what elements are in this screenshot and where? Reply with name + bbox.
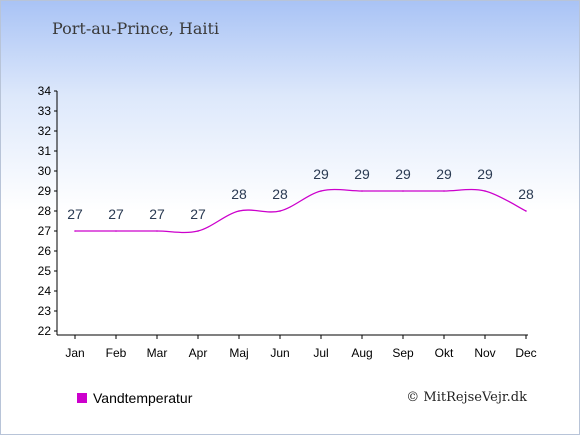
y-axis-ticks: 22 23 24 25 26 27 28 29 30 31 32 33 34 bbox=[38, 84, 57, 338]
data-point bbox=[484, 190, 486, 192]
data-labels: 27 27 27 27 28 28 29 29 29 29 29 28 bbox=[67, 166, 534, 222]
location-title: Port-au-Prince, Haiti bbox=[52, 19, 220, 38]
y-tick-label: 23 bbox=[38, 304, 52, 318]
x-axis-ticks: Jan Feb Mar Apr Maj Jun Jul Aug Sep Okt Nov Dec bbox=[65, 335, 537, 360]
y-tick-label: 31 bbox=[38, 144, 52, 158]
y-tick-label: 26 bbox=[38, 244, 52, 258]
y-tick-label: 24 bbox=[38, 284, 52, 298]
series-group bbox=[74, 188, 527, 234]
data-point bbox=[238, 210, 240, 212]
x-tick-label: Sep bbox=[392, 346, 414, 360]
data-point bbox=[279, 210, 281, 212]
y-tick-label: 32 bbox=[38, 124, 52, 138]
legend-label: Vandtemperatur bbox=[93, 390, 193, 406]
data-point bbox=[74, 230, 76, 232]
data-label: 28 bbox=[272, 186, 288, 202]
data-point bbox=[443, 190, 445, 192]
x-tick-label: Feb bbox=[106, 346, 127, 360]
data-label: 29 bbox=[477, 166, 493, 182]
legend: Vandtemperatur bbox=[77, 390, 192, 406]
y-tick-label: 34 bbox=[38, 84, 52, 98]
y-tick-label: 28 bbox=[38, 204, 52, 218]
data-point bbox=[361, 190, 363, 192]
chart-axes bbox=[56, 91, 528, 336]
data-point bbox=[115, 230, 117, 232]
y-tick-label: 29 bbox=[38, 184, 52, 198]
x-tick-label: Maj bbox=[229, 346, 248, 360]
data-point bbox=[156, 230, 158, 232]
data-label: 29 bbox=[436, 166, 452, 182]
data-label: 29 bbox=[395, 166, 411, 182]
data-label: 29 bbox=[313, 166, 329, 182]
x-tick-label: Apr bbox=[189, 346, 208, 360]
x-tick-label: Jul bbox=[313, 346, 328, 360]
credit-text: © MitRejseVejr.dk bbox=[406, 390, 527, 405]
x-tick-label: Dec bbox=[515, 346, 536, 360]
y-tick-label: 27 bbox=[38, 224, 52, 238]
data-label: 27 bbox=[190, 206, 206, 222]
x-tick-label: Jun bbox=[270, 346, 289, 360]
x-tick-label: Mar bbox=[147, 346, 168, 360]
x-tick-label: Nov bbox=[474, 346, 495, 360]
y-tick-label: 22 bbox=[38, 324, 52, 338]
data-label: 29 bbox=[354, 166, 370, 182]
data-label: 27 bbox=[108, 206, 124, 222]
x-tick-label: Okt bbox=[435, 346, 454, 360]
data-label: 28 bbox=[231, 186, 247, 202]
data-point bbox=[402, 190, 404, 192]
x-tick-label: Aug bbox=[351, 346, 372, 360]
x-tick-label: Jan bbox=[65, 346, 84, 360]
data-point bbox=[197, 230, 199, 232]
data-label: 27 bbox=[67, 206, 83, 222]
y-tick-label: 30 bbox=[38, 164, 52, 178]
data-label: 27 bbox=[149, 206, 165, 222]
legend-swatch bbox=[77, 393, 87, 403]
y-tick-label: 25 bbox=[38, 264, 52, 278]
data-point bbox=[320, 190, 322, 192]
data-label: 28 bbox=[518, 186, 534, 202]
data-point bbox=[525, 210, 527, 212]
y-tick-label: 33 bbox=[38, 104, 52, 118]
series-line bbox=[74, 188, 527, 234]
